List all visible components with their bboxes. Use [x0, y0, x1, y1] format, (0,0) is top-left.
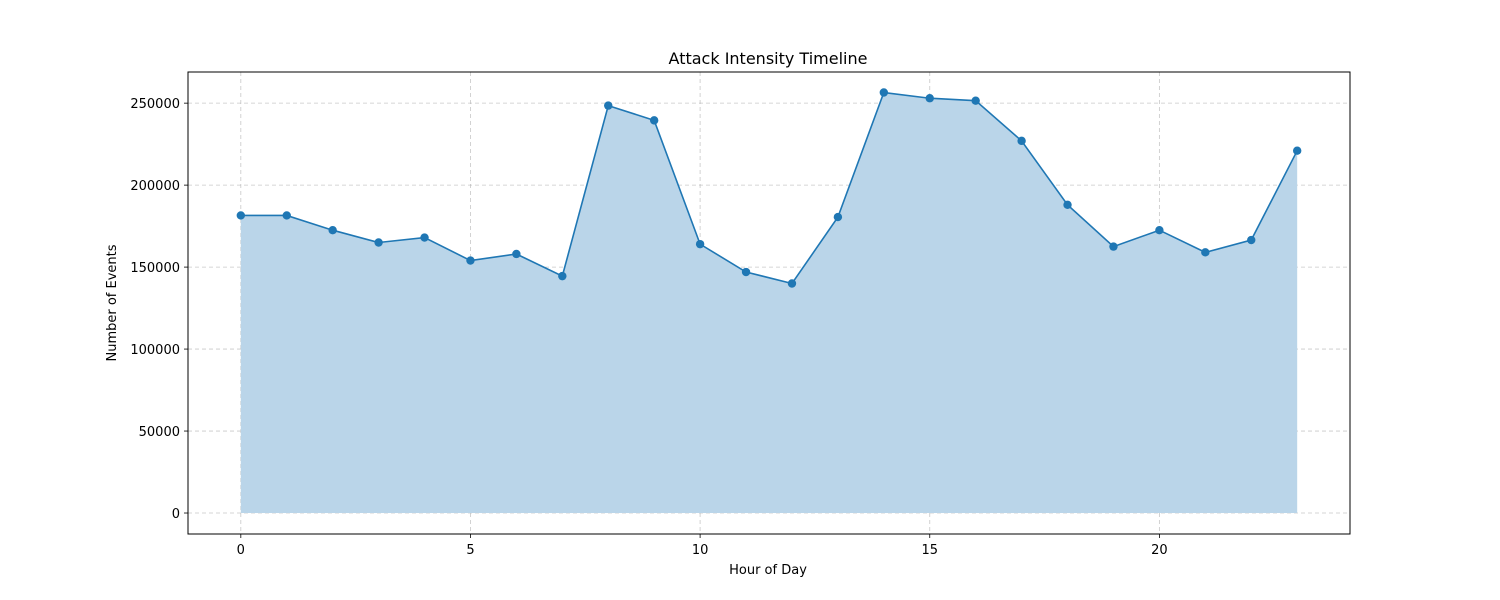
data-point — [328, 226, 337, 235]
data-point — [420, 233, 429, 242]
y-tick-label: 100000 — [130, 343, 180, 358]
data-point — [558, 271, 567, 281]
x-tick-label: 10 — [692, 543, 709, 558]
y-axis-label: Number of Events — [105, 244, 120, 361]
y-tick-label: 0 — [172, 507, 180, 522]
y-tick-label: 50000 — [139, 425, 180, 440]
data-point — [1017, 136, 1026, 146]
data-point — [971, 96, 980, 105]
data-point — [787, 279, 797, 288]
data-point — [1292, 146, 1302, 155]
y-axis-ticks: 0 50000 100000 150000 200000 250000 — [130, 97, 188, 522]
y-tick-label: 250000 — [130, 97, 180, 112]
area-layer — [240, 92, 1298, 514]
data-point — [1109, 242, 1118, 251]
data-point — [925, 94, 934, 103]
data-point — [649, 116, 659, 125]
x-axis-label: Hour of Day — [729, 563, 807, 578]
data-point — [879, 88, 889, 97]
data-point — [282, 211, 291, 220]
y-tick-label: 150000 — [130, 261, 180, 276]
data-point — [1063, 200, 1072, 209]
data-point — [1155, 226, 1164, 235]
data-point — [512, 249, 521, 259]
plot-frame — [187, 71, 1351, 535]
data-point — [1201, 248, 1210, 257]
x-tick-label: 5 — [466, 543, 474, 558]
x-tick-label: 20 — [1151, 543, 1168, 558]
data-point — [695, 239, 705, 249]
chart-title: Attack Intensity Timeline — [669, 49, 868, 68]
area-fill — [240, 92, 1298, 514]
data-point — [741, 267, 751, 277]
x-tick-label: 15 — [921, 543, 938, 558]
data-point — [374, 238, 383, 247]
x-axis-ticks: 0 5 10 15 20 — [237, 534, 1168, 558]
series-line — [240, 91, 1298, 285]
data-point — [236, 211, 246, 220]
x-tick-label: 0 — [237, 543, 245, 558]
line-layer — [240, 91, 1298, 285]
data-point — [1247, 235, 1256, 245]
data-point — [466, 256, 475, 265]
data-point — [833, 212, 843, 222]
y-tick-label: 200000 — [130, 179, 180, 194]
point-layer — [236, 88, 1302, 288]
data-point — [604, 101, 613, 110]
